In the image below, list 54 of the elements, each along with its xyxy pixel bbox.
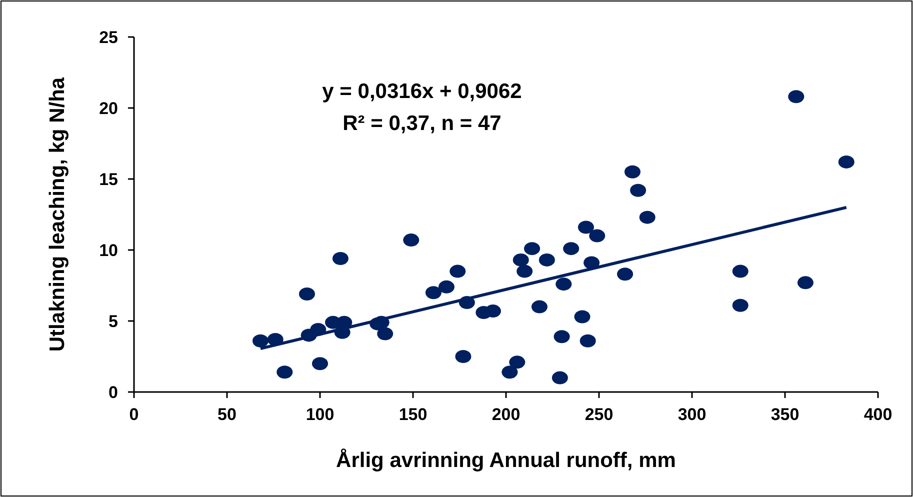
x-axis-title: Årlig avrinning Annual runoff, mm <box>336 448 676 472</box>
point <box>589 229 606 242</box>
point <box>578 220 594 234</box>
point <box>624 165 640 178</box>
y-tick-label: 10 <box>99 240 118 260</box>
x-tick-label: 200 <box>492 405 520 424</box>
x-tick-label: 100 <box>306 405 334 424</box>
point <box>538 253 555 266</box>
point <box>455 350 472 363</box>
point <box>524 242 540 256</box>
point <box>531 300 548 314</box>
y-tick-label: 15 <box>99 170 118 189</box>
x-tick-label: 0 <box>129 405 139 424</box>
point <box>502 366 518 379</box>
point <box>252 334 268 348</box>
x-tick-label: 150 <box>398 405 428 424</box>
point <box>838 155 854 168</box>
point <box>516 264 533 278</box>
y-tick-label: 0 <box>108 382 118 402</box>
point <box>332 252 348 266</box>
point <box>298 288 315 301</box>
point <box>403 234 420 247</box>
point <box>552 371 568 384</box>
x-tick-label: 300 <box>678 405 706 424</box>
annotation: y = 0,0316x + 0,9062 <box>322 80 522 103</box>
y-tick-label: 25 <box>99 28 118 47</box>
point <box>556 278 572 291</box>
point <box>630 184 646 197</box>
y-tick-label: 20 <box>99 98 118 118</box>
point <box>797 276 814 290</box>
x-tick-label: 400 <box>864 405 892 424</box>
point <box>788 90 804 104</box>
point <box>732 298 748 312</box>
x-tick-label: 50 <box>218 405 236 424</box>
y-axis-title: Utlakning leaching, kg N/ha <box>46 77 69 352</box>
point <box>563 242 580 256</box>
point <box>276 366 293 379</box>
x-tick-label: 250 <box>584 405 614 424</box>
point <box>617 268 634 281</box>
point <box>574 310 590 324</box>
annotation: R² = 0,37, n = 47 <box>342 112 502 135</box>
point <box>312 357 328 370</box>
point <box>639 210 656 224</box>
x-tick-label: 350 <box>770 405 800 424</box>
point <box>377 327 394 340</box>
point <box>512 253 529 266</box>
point <box>580 334 596 348</box>
y-tick-label: 5 <box>108 312 118 331</box>
point <box>732 264 748 278</box>
point <box>425 286 442 300</box>
point <box>554 330 570 344</box>
point <box>438 280 454 294</box>
point <box>509 356 526 369</box>
point <box>450 264 466 278</box>
